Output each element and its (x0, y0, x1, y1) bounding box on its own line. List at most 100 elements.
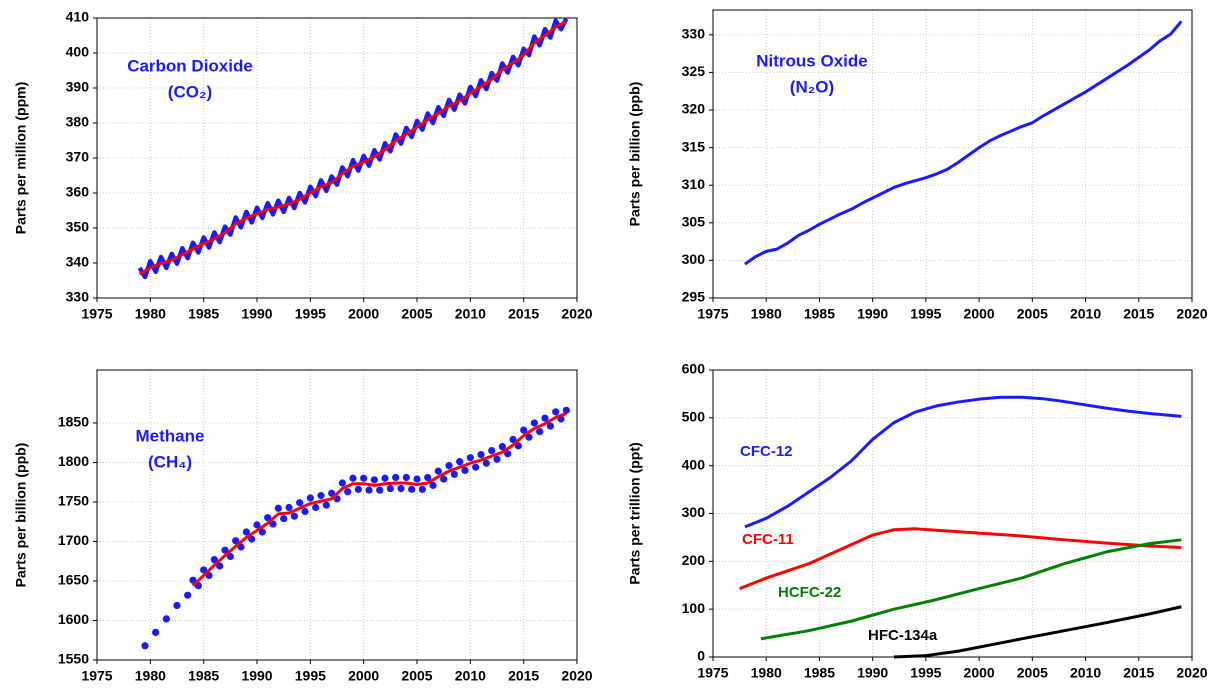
data-point (456, 458, 464, 466)
y-axis-label: Parts per million (ppm) (13, 82, 29, 234)
y-tick-label: 100 (682, 600, 706, 616)
y-tick-label: 200 (682, 552, 706, 568)
data-point (472, 463, 480, 471)
data-point (498, 443, 506, 451)
y-tick-label: 0 (697, 648, 705, 664)
data-point (488, 446, 496, 455)
data-point (461, 466, 469, 474)
series-label: HFC-134a (868, 627, 938, 644)
x-tick-label: 2010 (455, 668, 486, 684)
data-point (418, 485, 426, 493)
data-point (520, 426, 528, 434)
data-point (216, 562, 224, 570)
x-tick-label: 1995 (295, 668, 326, 684)
x-tick-label: 2015 (508, 306, 539, 322)
data-point (226, 552, 234, 561)
x-tick-label: 1995 (910, 665, 941, 681)
data-point (242, 528, 250, 536)
x-tick-label: 1980 (135, 668, 166, 684)
data-point (424, 473, 432, 482)
data-point (264, 514, 272, 522)
x-tick-label: 2015 (508, 668, 539, 684)
series-line (138, 20, 568, 276)
annotation: Nitrous Oxide (756, 51, 867, 70)
series-line (760, 538, 1182, 641)
annotation: Carbon Dioxide (127, 56, 253, 75)
data-point (290, 512, 298, 520)
x-tick-label: 2020 (561, 306, 592, 322)
x-tick-label: 1975 (81, 668, 112, 684)
data-point (280, 514, 288, 523)
y-tick-label: 500 (682, 409, 706, 425)
data-point (445, 462, 453, 470)
data-point (354, 485, 362, 493)
x-tick-label: 2010 (455, 306, 486, 322)
data-point (301, 507, 309, 516)
annotation: Methane (136, 426, 205, 445)
data-point (274, 504, 282, 512)
data-point (285, 503, 293, 512)
x-tick-label: 1980 (751, 665, 782, 681)
data-point (210, 556, 218, 564)
y-tick-label: 400 (682, 456, 706, 472)
chart-panel: 1550 1600 1650 1700 1750 1800 1850 1975 1980 1985… (13, 369, 593, 684)
x-tick-label: 1975 (697, 665, 728, 681)
data-point (376, 486, 384, 494)
x-tick-label: 1985 (804, 665, 835, 681)
series-line (191, 412, 567, 587)
x-tick-label: 1990 (857, 665, 888, 681)
data-point (162, 615, 170, 623)
y-tick-label: 1800 (58, 453, 89, 469)
data-point (360, 474, 368, 482)
data-point (173, 601, 181, 610)
data-point (402, 473, 410, 482)
data-point (221, 546, 229, 554)
data-point (392, 473, 400, 482)
series-line (744, 20, 1183, 266)
x-tick-label: 2015 (1123, 665, 1154, 681)
data-point (232, 537, 240, 545)
x-tick-label: 1975 (81, 306, 112, 322)
plot-area (713, 10, 1192, 298)
plot-frame (96, 369, 578, 661)
x-tick-label: 1980 (751, 306, 782, 322)
series-line (893, 605, 1182, 659)
data-point (429, 481, 437, 489)
x-tick-label: 2000 (348, 306, 379, 322)
data-point (408, 485, 416, 493)
data-point (530, 419, 538, 427)
y-tick-label: 350 (66, 219, 90, 235)
y-tick-label: 410 (66, 9, 90, 25)
data-point (397, 484, 405, 493)
annotation: (N₂O) (790, 77, 834, 96)
x-tick-label: 2020 (1176, 306, 1207, 322)
data-point (440, 475, 448, 483)
x-tick-label: 2000 (348, 668, 379, 684)
x-tick-label: 2020 (561, 668, 592, 684)
data-point (152, 628, 160, 636)
series-line (739, 527, 1182, 590)
plot-frame (712, 369, 1193, 658)
y-tick-label: 330 (66, 289, 90, 305)
series-label: HCFC-22 (778, 584, 841, 601)
x-tick-label: 1995 (910, 306, 941, 322)
x-tick-label: 1990 (241, 306, 272, 322)
y-tick-label: 390 (66, 79, 90, 95)
y-tick-label: 380 (66, 114, 90, 130)
data-point (504, 450, 512, 458)
data-point (258, 528, 266, 536)
chart-panel: 295 300 305 310 315 320 325 330 1975 1980 1985 1990… (627, 9, 1208, 322)
x-tick-label: 2020 (1176, 665, 1207, 681)
x-tick-label: 2005 (401, 668, 432, 684)
data-point (317, 492, 325, 500)
data-point (541, 414, 549, 422)
series-label: CFC-11 (742, 531, 794, 548)
plot-area (713, 370, 1192, 657)
data-point (322, 501, 330, 509)
annotation: (CO₂) (168, 82, 212, 101)
y-tick-label: 1700 (58, 532, 89, 548)
x-tick-label: 2005 (1017, 665, 1048, 681)
data-point (493, 455, 501, 463)
x-tick-label: 1980 (135, 306, 166, 322)
y-tick-label: 1600 (58, 611, 89, 627)
